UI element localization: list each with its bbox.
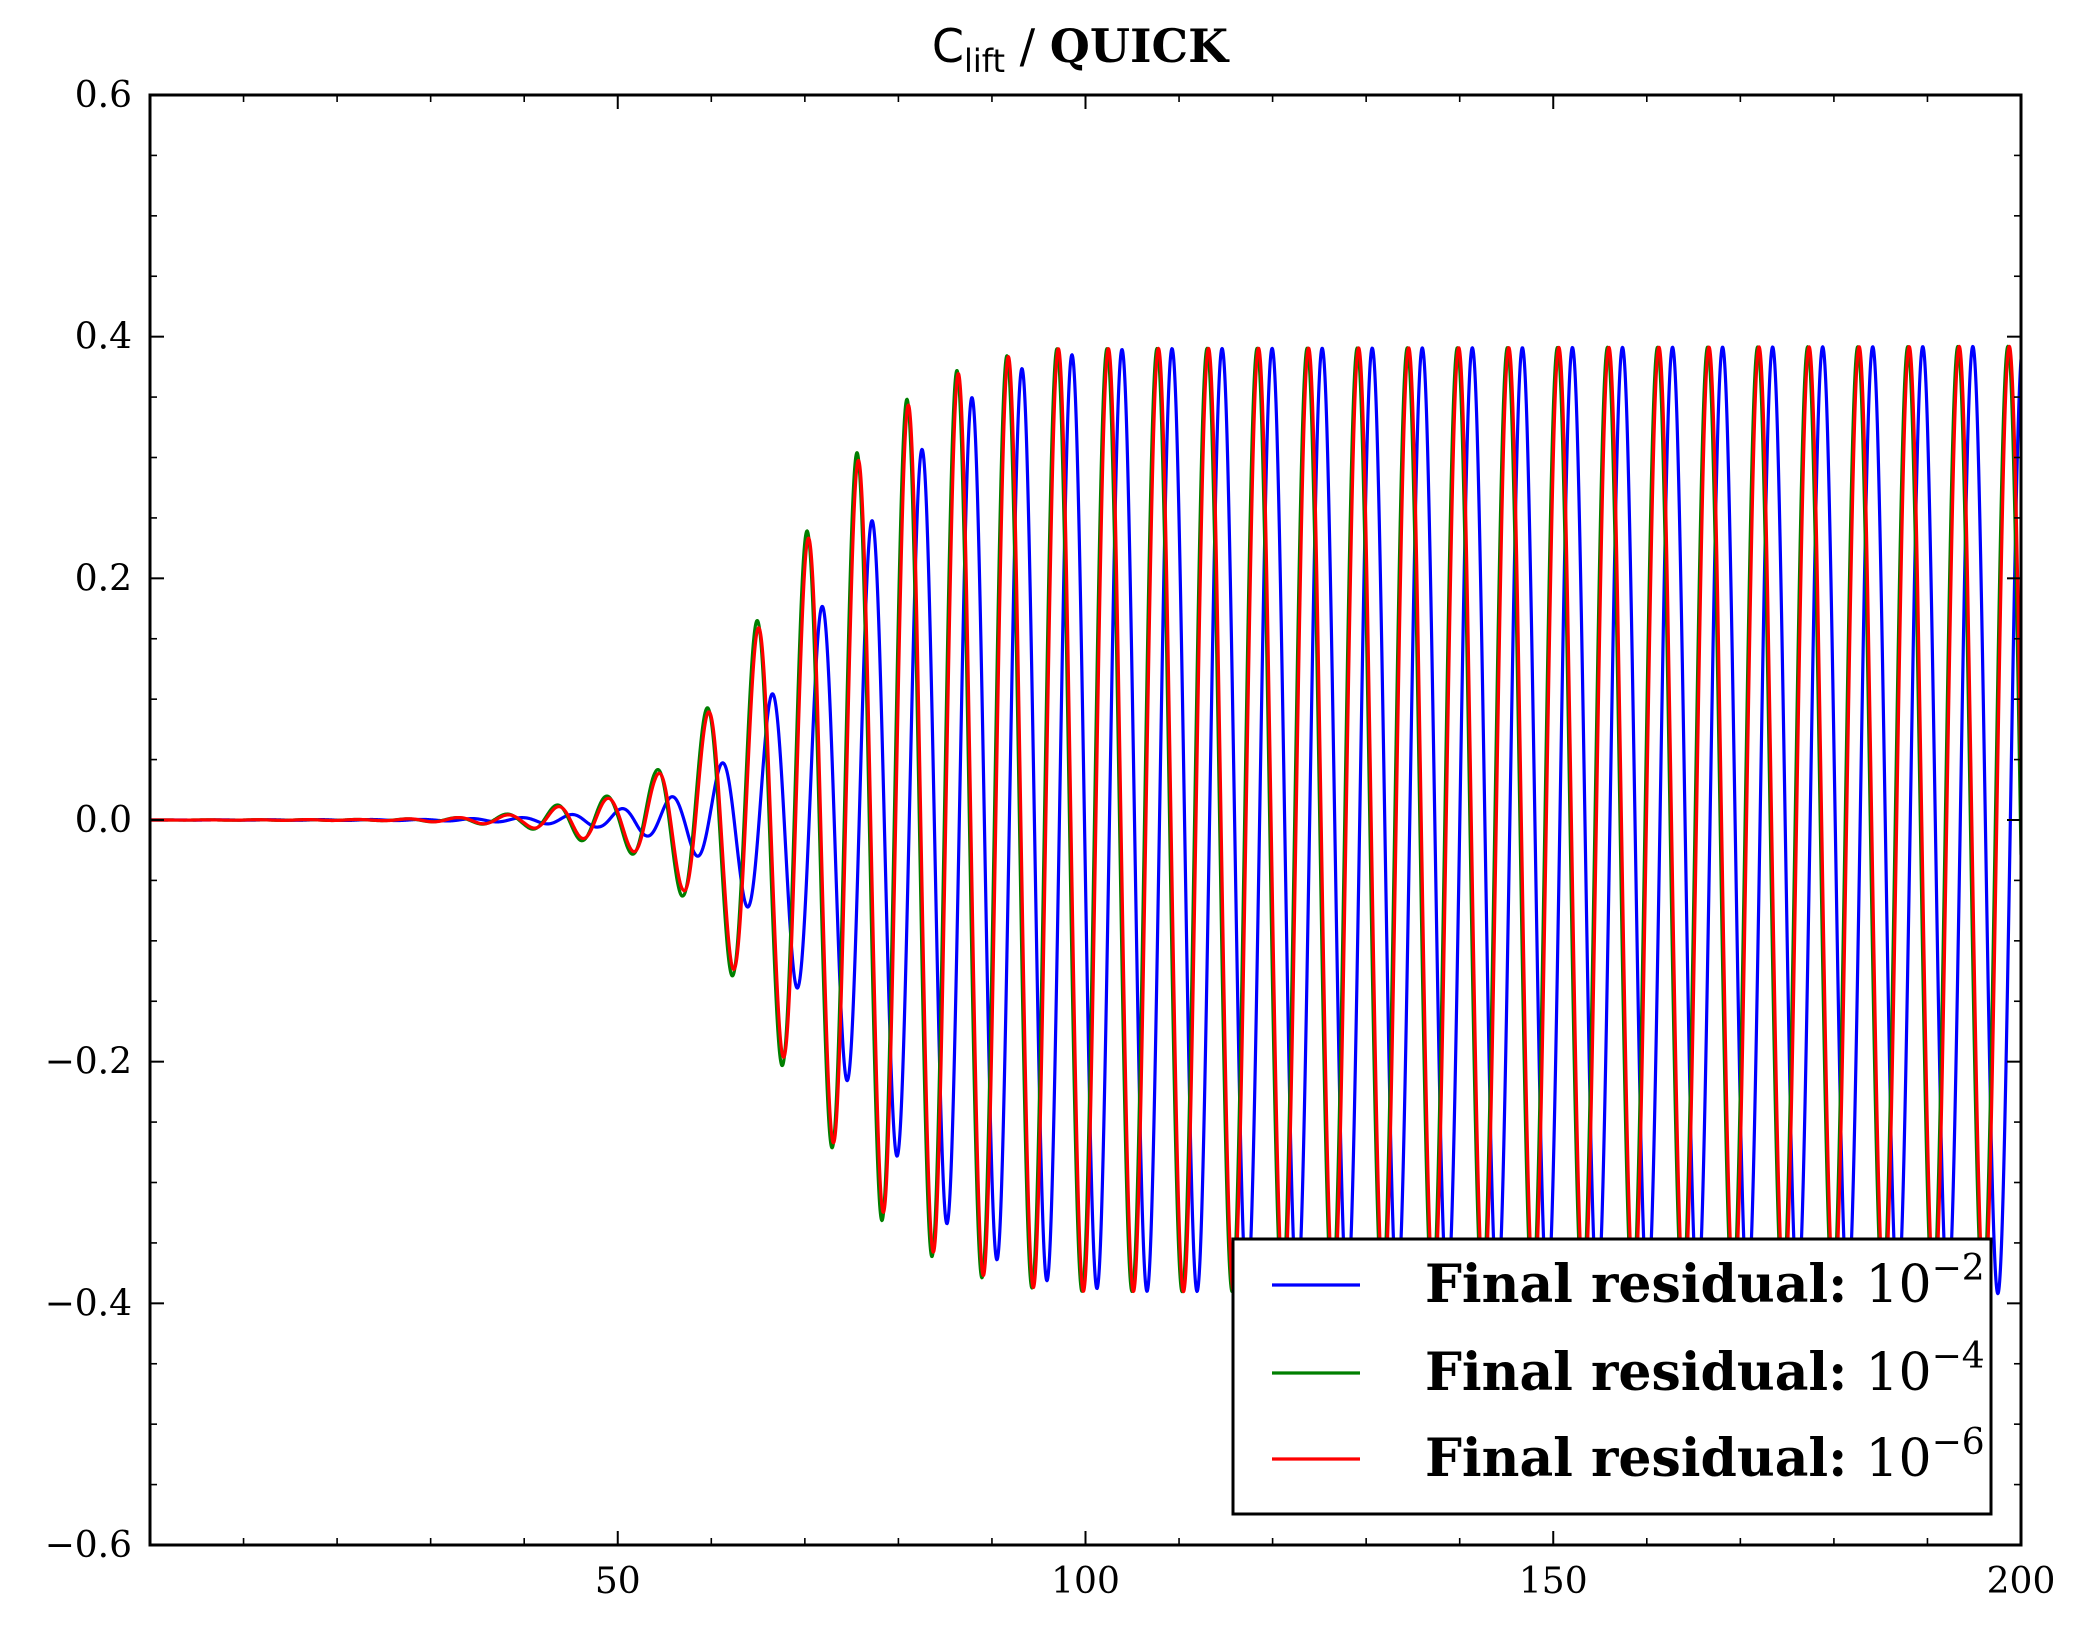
y-tick-label: 0.0: [75, 800, 132, 841]
plot-frame: [148, 93, 2023, 1547]
chart-title: Clift / QUICK: [932, 19, 1230, 80]
title-symbol: C: [932, 19, 964, 73]
y-tick-label: 0.6: [75, 75, 132, 116]
y-tick-label: −0.2: [45, 1042, 132, 1083]
title-subscript: lift: [964, 42, 1005, 80]
series-group: [150, 344, 2021, 1296]
title-scheme: QUICK: [1050, 19, 1230, 73]
y-tick-label: 0.4: [75, 317, 132, 358]
legend-label-1: Final residual: 10−2: [1425, 1248, 1985, 1315]
x-tick-label: 150: [1519, 1561, 1588, 1602]
y-tick-label: −0.6: [45, 1525, 132, 1566]
legend-label-2: Final residual: 10−4: [1425, 1336, 1985, 1403]
series-line-3: [150, 344, 2021, 1296]
x-tick-label: 100: [1051, 1561, 1120, 1602]
legend-label-3: Final residual: 10−6: [1425, 1422, 1985, 1489]
title-separator: /: [1005, 19, 1050, 73]
legend: Final residual: 10−2 Final residual: 10−4…: [1231, 1237, 1993, 1516]
x-tick-label: 50: [595, 1561, 641, 1602]
x-tick-label: 200: [1987, 1561, 2056, 1602]
y-tick-label: 0.2: [75, 558, 132, 599]
y-tick-label: −0.4: [45, 1283, 132, 1324]
axis-tick-labels: 50 100 150 200 0.6 0.4 0.2 0.0 −0.2 −0.4 −0.6: [45, 75, 2056, 1602]
